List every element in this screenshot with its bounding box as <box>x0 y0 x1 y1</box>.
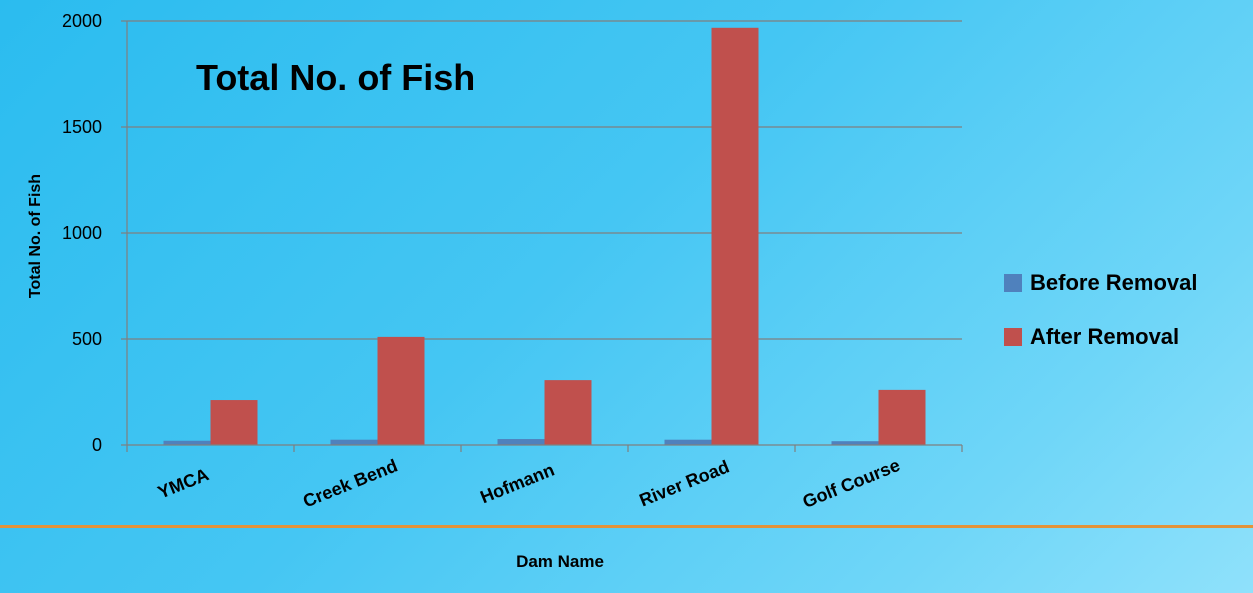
x-tick-labels: YMCA Creek Bend Hofmann River Road Golf Cour… <box>155 455 903 512</box>
legend: Before Removal After Removal <box>1004 268 1198 376</box>
bars <box>163 27 926 446</box>
x-tick-label: Creek Bend <box>300 455 400 511</box>
gridlines <box>127 20 962 340</box>
y-tick-labels: 0 500 1000 1500 2000 <box>62 11 102 455</box>
x-tick-label: River Road <box>636 456 732 510</box>
bar-before-removal <box>497 439 545 445</box>
bar-after-removal <box>210 400 258 445</box>
axes <box>121 20 963 452</box>
bar-before-removal <box>330 439 378 445</box>
x-axis-label: Dam Name <box>516 552 604 571</box>
x-tick-label: Hofmann <box>477 460 557 508</box>
x-tick-label: Golf Course <box>800 455 903 512</box>
bar-before-removal <box>831 441 879 445</box>
legend-swatch-after-removal <box>1004 328 1022 346</box>
bar-before-removal <box>664 439 712 445</box>
y-tick-label: 0 <box>92 435 102 455</box>
divider-line <box>0 525 1253 528</box>
legend-label-before-removal: Before Removal <box>1030 270 1198 295</box>
legend-swatch-before-removal <box>1004 274 1022 292</box>
y-tick-label: 500 <box>72 329 102 349</box>
y-tick-label: 1500 <box>62 117 102 137</box>
bar-before-removal <box>163 440 211 445</box>
bar-after-removal <box>878 389 926 445</box>
y-tick-label: 2000 <box>62 11 102 31</box>
legend-item-after-removal: After Removal <box>1004 322 1198 352</box>
bar-after-removal <box>711 27 759 446</box>
bar-after-removal <box>544 380 592 445</box>
x-tick-label: YMCA <box>155 464 212 502</box>
legend-item-before-removal: Before Removal <box>1004 268 1198 298</box>
y-axis-label: Total No. of Fish <box>27 174 44 298</box>
bar-after-removal <box>377 336 425 445</box>
chart-title: Total No. of Fish <box>196 57 475 98</box>
y-tick-label: 1000 <box>62 223 102 243</box>
legend-label-after-removal: After Removal <box>1030 324 1180 349</box>
